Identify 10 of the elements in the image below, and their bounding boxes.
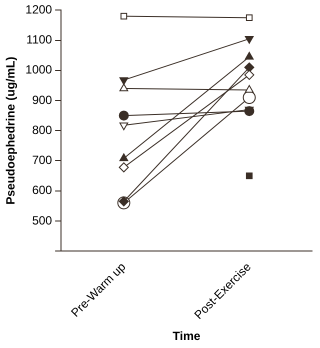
y-tick-label: 1000	[25, 62, 52, 77]
x-axis-title: Time	[172, 329, 201, 344]
y-tick-label: 700	[32, 153, 52, 168]
y-tick-label: 1200	[25, 2, 52, 17]
y-tick-label: 1100	[26, 32, 52, 47]
y-tick-label: 900	[32, 92, 52, 107]
y-axis-title: Pseudoephedrine (ug/mL)	[4, 56, 18, 205]
y-tick-label: 500	[32, 213, 52, 228]
y-tick-label: 800	[32, 122, 52, 137]
y-tick-label: 600	[32, 183, 52, 198]
